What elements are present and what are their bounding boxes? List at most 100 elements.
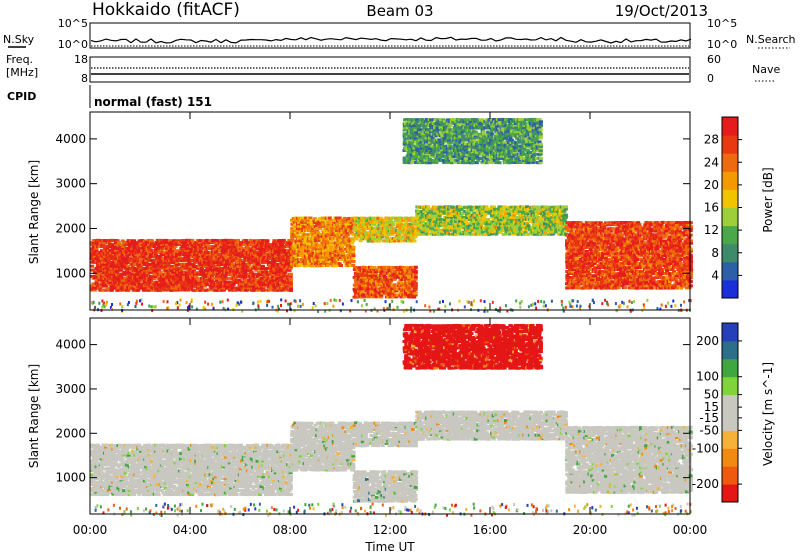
power-cell: [104, 268, 109, 272]
power-cell: [362, 229, 367, 233]
power-cell: [312, 228, 317, 232]
power-cell: [158, 288, 163, 292]
power-cell: [247, 286, 252, 290]
power-cell: [141, 246, 146, 250]
power-cell: [405, 226, 410, 230]
power-cell: [134, 286, 139, 290]
power-cell: [179, 268, 183, 272]
power-cell: [138, 265, 143, 269]
power-cell: [376, 219, 381, 222]
power-cell: [279, 239, 284, 243]
power-cell: [302, 241, 307, 245]
power-cell: [357, 266, 362, 270]
power-cell: [327, 226, 332, 230]
power-cell: [396, 237, 400, 241]
power-cell: [117, 277, 122, 280]
power-cell: [127, 242, 132, 246]
power-cell: [339, 257, 343, 261]
power-cell: [259, 257, 264, 261]
power-cell: [345, 220, 350, 224]
power-cell: [280, 288, 285, 292]
power-cell: [244, 243, 249, 247]
power-cell: [138, 259, 143, 262]
power-cell: [136, 280, 141, 284]
power-cell: [169, 241, 174, 245]
power-cell: [309, 237, 314, 241]
power-cell: [265, 239, 270, 243]
power-cell: [198, 288, 203, 292]
power-cell: [106, 260, 111, 264]
power-cell: [334, 231, 339, 235]
power-cell: [109, 286, 114, 290]
power-cell: [141, 255, 146, 259]
power-cell: [235, 266, 240, 270]
power-cell: [157, 268, 161, 272]
power-cell: [121, 262, 126, 266]
power-cell: [284, 288, 289, 292]
power-cell: [383, 219, 388, 223]
power-cell: [325, 255, 330, 259]
power-cell: [293, 254, 297, 257]
power-cell: [287, 256, 292, 260]
power-cell: [140, 239, 145, 242]
power-cell: [337, 237, 342, 241]
power-cell: [328, 255, 332, 259]
power-cell: [247, 263, 252, 267]
power-cell: [205, 282, 210, 286]
power-cell: [359, 275, 364, 279]
power-cell: [341, 237, 346, 241]
power-cell: [154, 262, 159, 266]
power-cell: [152, 258, 157, 262]
power-cell: [142, 288, 147, 292]
power-cell: [184, 284, 189, 288]
power-cell: [314, 241, 319, 245]
power-cell: [230, 239, 235, 243]
power-cell: [150, 239, 154, 243]
power-cell: [175, 261, 180, 264]
power-cell: [201, 258, 206, 262]
power-cell: [350, 231, 354, 235]
power-cell: [102, 263, 107, 267]
power-cell: [280, 278, 285, 282]
power-cell: [347, 251, 352, 255]
power-cell: [326, 220, 331, 224]
power-cell: [186, 256, 191, 260]
power-cell: [116, 241, 121, 245]
power-cell: [199, 266, 204, 270]
power-cell: [114, 259, 118, 263]
power-cell: [150, 241, 155, 245]
power-cell: [198, 247, 203, 251]
cpid-label: CPID: [7, 90, 36, 103]
power-cell: [190, 280, 195, 284]
power-cell: [120, 264, 125, 268]
power-cell: [225, 269, 230, 273]
power-cell: [323, 239, 328, 243]
power-cell: [170, 286, 175, 290]
power-cell: [412, 233, 417, 237]
power-cell: [226, 242, 231, 246]
power-cell: [165, 243, 170, 246]
power-cell: [308, 216, 313, 220]
power-cell: [336, 233, 340, 236]
power-cell: [281, 280, 286, 284]
power-cell: [247, 280, 252, 284]
power-cell: [379, 222, 383, 226]
power-cell: [344, 264, 349, 268]
power-cell: [259, 278, 264, 282]
power-cell: [272, 253, 276, 256]
power-cell: [276, 266, 281, 270]
power-cell: [252, 239, 257, 243]
power-cell: [226, 247, 231, 251]
beam-title: Beam 03: [366, 2, 433, 20]
power-cell: [212, 249, 217, 253]
power-cell: [177, 256, 182, 260]
power-cell: [298, 241, 303, 245]
power-cell: [355, 216, 360, 220]
power-cell: [413, 265, 418, 269]
power-cell: [316, 220, 321, 224]
power-cell: [174, 276, 179, 280]
power-cell: [144, 253, 149, 256]
power-cell: [352, 283, 357, 287]
power-cell: [98, 254, 103, 258]
power-cell: [372, 218, 377, 222]
